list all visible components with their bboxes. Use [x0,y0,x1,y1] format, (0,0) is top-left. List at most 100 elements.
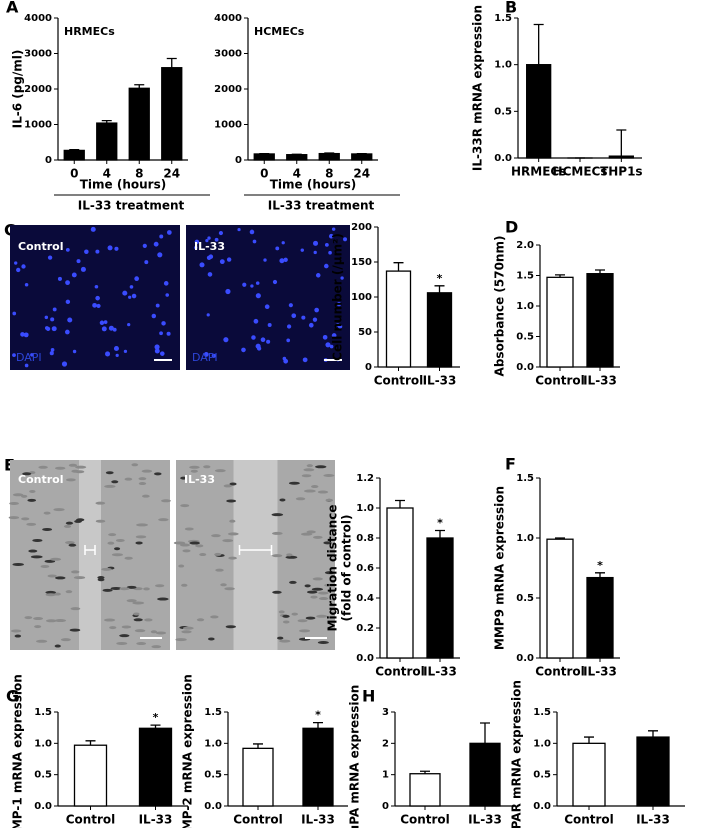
cell [119,587,130,591]
nucleus [281,241,285,245]
y-tick-label: 0 [235,155,242,166]
cell [55,576,66,580]
cell [103,618,116,622]
bar [608,155,634,159]
y-tick-label: 0.0 [533,801,551,812]
y-tick-label: 1.5 [533,707,551,718]
cell [175,638,187,642]
y-tick-label: 1.0 [204,738,222,749]
nucleus [283,358,289,364]
nucleus [315,273,321,278]
nucleus [211,353,216,358]
error-bar [616,129,627,157]
panel-letter: E [4,456,15,475]
nucleus [57,276,62,281]
x-tick-label: IL-33 [583,374,617,388]
nucleus [131,293,137,299]
nucleus [123,349,128,353]
nucleus [65,299,71,305]
cell [141,469,153,473]
nucleus [242,282,247,287]
bar [586,576,614,659]
nucleus [279,258,285,264]
nucleus [165,293,170,297]
nucleus [142,243,147,248]
bar [572,742,606,807]
cell [136,642,147,646]
y-tick-label: 1000 [24,120,52,131]
cell [189,465,200,469]
y-tick-label: 1.5 [516,473,534,484]
x-tick-label: 4 [103,167,111,181]
y-tick-label: 2.0 [516,240,534,251]
nucleus [313,250,317,255]
nucleus [159,331,163,336]
nucleus [101,326,107,332]
y-tick-label: 1.5 [34,707,52,718]
cell [45,593,57,597]
cell [116,641,128,645]
y-axis-label: uPA mRNA expression [348,685,362,828]
cell [108,533,117,537]
cell [24,616,33,620]
error-bar [435,529,445,538]
wound-area [79,460,101,650]
x-tick-label: 8 [135,167,143,181]
cell [8,516,20,520]
cell [271,531,283,535]
y-tick-label: 1.0 [533,738,551,749]
nucleus [12,353,16,358]
cell [45,590,57,594]
nucleus [154,348,160,354]
error-bar [434,285,445,293]
cell [12,493,24,497]
cell [32,538,43,542]
cell [229,482,237,486]
x-tick-label: HCMECs [553,165,608,179]
chart-title: HRMECs [64,25,115,38]
x-tick-label: Control [400,813,450,827]
cell [224,587,235,591]
bar [386,507,414,659]
cell [33,617,44,621]
nucleus [122,290,128,296]
y-tick-label: 2000 [24,84,52,95]
cell [11,629,22,633]
cell [203,465,211,469]
cell [115,538,125,542]
cell [184,527,194,531]
cell [317,640,329,644]
nucleus [214,237,219,242]
nucleus [286,338,291,343]
cell [107,541,115,545]
bar [253,153,275,161]
cell [101,567,112,571]
x-tick-label: Control [374,374,424,388]
cell [278,610,285,614]
bar [426,292,453,368]
nucleus [128,295,132,299]
nucleus [99,320,105,326]
nucleus [223,337,229,343]
cell [63,524,72,528]
x-tick-label: Control [233,813,283,827]
nucleus [154,344,160,350]
error-bar [101,119,112,124]
x-tick-label: IL-33 [583,665,617,679]
cell [95,501,106,505]
cell [173,541,186,545]
cell [182,549,191,553]
cell [312,577,323,581]
y-axis-label: MMP9 mRNA expression [493,486,507,650]
nucleus [206,255,212,260]
nucleus [325,342,331,348]
bar [96,122,118,161]
cell [214,552,222,556]
nucleus [237,227,241,232]
cell [182,626,194,630]
nucleus [301,315,306,320]
cell [119,634,130,638]
y-axis-label: TIMP-1 mRNA expression [11,674,25,828]
nucleus [194,239,200,245]
nucleus [263,258,267,262]
